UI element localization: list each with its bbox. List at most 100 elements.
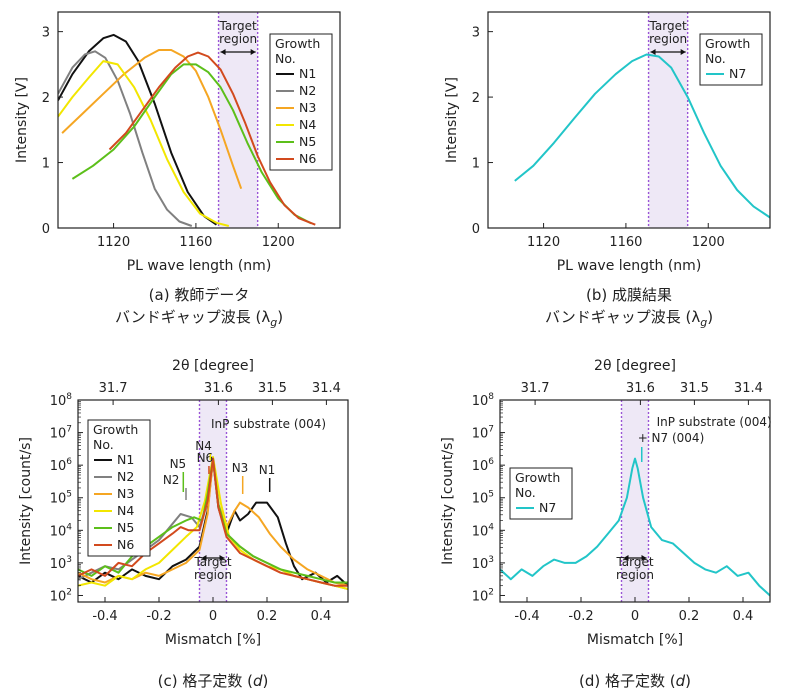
x-tick-label: 0 xyxy=(209,609,217,624)
target-region-label: region xyxy=(616,568,654,582)
x2-tick-label: 31.7 xyxy=(99,381,128,396)
target-region-label: region xyxy=(649,32,687,46)
x-tick-label: 1120 xyxy=(97,235,130,250)
y-tick-label: 106 xyxy=(50,457,73,474)
chart-a: 1120 1160 1200 0 1 2 3 PL wave length (nm) Inten… xyxy=(14,11,341,274)
caption-b-subtitle: バンドギャップ波長 (λg) xyxy=(545,308,713,329)
peak-label-N6: N6 xyxy=(197,451,214,465)
y-tick-label: 104 xyxy=(50,522,73,539)
x-axis-title: PL wave length (nm) xyxy=(127,258,272,274)
y-axis-title: Intensity [V] xyxy=(444,77,460,163)
x-axis-title: Mismatch [%] xyxy=(587,632,683,648)
chart-b: 1120 1160 1200 0 1 2 3 PL wave length (nm) Inten… xyxy=(444,11,771,274)
legend-label-N2: N2 xyxy=(117,469,134,484)
y-tick-label: 106 xyxy=(472,457,495,474)
legend-label-N5: N5 xyxy=(117,520,134,535)
target-region-band xyxy=(648,12,688,228)
legend-title: No. xyxy=(515,485,536,500)
legend-label-N3: N3 xyxy=(117,486,134,501)
x2-tick-label: 31.6 xyxy=(204,381,233,396)
target-region-label: Target xyxy=(649,19,687,33)
arrow-head-icon xyxy=(219,555,225,561)
caption-d: (d) 格子定数 (d) xyxy=(579,672,691,690)
series-line-N6 xyxy=(108,51,316,226)
y-tick-label: 104 xyxy=(472,522,495,539)
y-tick-label: 105 xyxy=(50,490,72,507)
legend-title: Growth xyxy=(515,470,560,485)
legend-label-N2: N2 xyxy=(299,83,316,98)
legend-title: No. xyxy=(275,51,296,66)
peak-label-N3: N3 xyxy=(232,461,249,475)
caption-a-title: (a) 教師データ xyxy=(149,286,250,304)
x-tick-label: 1160 xyxy=(179,235,212,250)
y-axis-title: Intensity [V] xyxy=(14,77,30,163)
legend-box xyxy=(269,33,333,171)
x-tick-label: 1200 xyxy=(692,235,725,250)
y-tick-label: 0 xyxy=(42,222,50,237)
x-tick-label: 0.4 xyxy=(733,609,754,624)
legend-label-N7: N7 xyxy=(729,66,746,81)
y-tick-label: 3 xyxy=(472,26,480,41)
legend-title: No. xyxy=(705,51,726,66)
y-tick-label: 103 xyxy=(472,555,494,572)
legend-box xyxy=(699,33,763,86)
annotation-sub: + N7 (004) xyxy=(638,431,705,445)
legend-label-N6: N6 xyxy=(117,537,134,552)
y-axis-title: Intensity [count/s] xyxy=(440,437,456,565)
x2-axis-title: 2θ [degree] xyxy=(172,358,254,374)
annotation-main: InP substrate (004) xyxy=(657,415,772,429)
x2-tick-label: 31.4 xyxy=(734,381,763,396)
peak-label-N2: N2 xyxy=(163,473,180,487)
legend-label-N3: N3 xyxy=(299,100,316,115)
y-tick-label: 3 xyxy=(42,26,50,41)
arrow-head-icon xyxy=(250,49,256,55)
target-region-label: Target xyxy=(219,19,257,33)
y-tick-label: 103 xyxy=(50,555,72,572)
y-tick-label: 108 xyxy=(472,392,495,409)
legend-title: Growth xyxy=(705,36,750,51)
y-tick-label: 102 xyxy=(472,587,494,604)
x-tick-label: 1160 xyxy=(609,235,642,250)
x2-tick-label: 31.5 xyxy=(258,381,287,396)
series-line-N4 xyxy=(58,60,230,227)
caption-c: (c) 格子定数 (d) xyxy=(158,672,269,690)
legend-title: No. xyxy=(93,437,114,452)
plot-frame xyxy=(57,11,341,229)
legend-label-N4: N4 xyxy=(117,503,134,518)
arrow-head-icon xyxy=(680,49,686,55)
chart-c: -0.4 -0.2 0 0.2 0.4 102 103 104 105 106 107 108 31.7… xyxy=(18,358,349,648)
target-region-label: Target xyxy=(193,555,231,569)
series-line-N7 xyxy=(500,457,770,597)
x2-tick-label: 31.4 xyxy=(312,381,341,396)
series-line-N6 xyxy=(78,457,348,587)
target-region-label: region xyxy=(194,568,232,582)
y-tick-label: 105 xyxy=(472,490,494,507)
x-tick-label: 1200 xyxy=(262,235,295,250)
chart-d: -0.4 -0.2 0 0.2 0.4 102 103 104 105 106 107 108 31.7… xyxy=(440,358,772,648)
caption-b-title: (b) 成膜結果 xyxy=(586,286,672,304)
x-axis-title: PL wave length (nm) xyxy=(557,258,702,274)
legend-title: Growth xyxy=(93,422,138,437)
x-tick-label: -0.4 xyxy=(92,609,117,624)
y-tick-label: 2 xyxy=(42,91,50,106)
legend-label-N1: N1 xyxy=(117,452,134,467)
caption-a-subtitle: バンドギャップ波長 (λg) xyxy=(115,308,283,329)
annotation-main: InP substrate (004) xyxy=(211,417,326,431)
y-tick-label: 102 xyxy=(50,587,72,604)
target-region-label: region xyxy=(219,32,257,46)
arrow-head-icon xyxy=(220,49,226,55)
x2-tick-label: 31.6 xyxy=(626,381,655,396)
peak-label-N1: N1 xyxy=(259,463,276,477)
legend-label-N6: N6 xyxy=(299,151,316,166)
x-tick-label: 0.2 xyxy=(679,609,700,624)
series-line-N3 xyxy=(61,49,243,190)
x-tick-label: -0.2 xyxy=(146,609,171,624)
x2-tick-label: 31.7 xyxy=(521,381,550,396)
legend-box xyxy=(509,467,573,520)
legend-title: Growth xyxy=(275,36,320,51)
legend-label-N1: N1 xyxy=(299,66,316,81)
